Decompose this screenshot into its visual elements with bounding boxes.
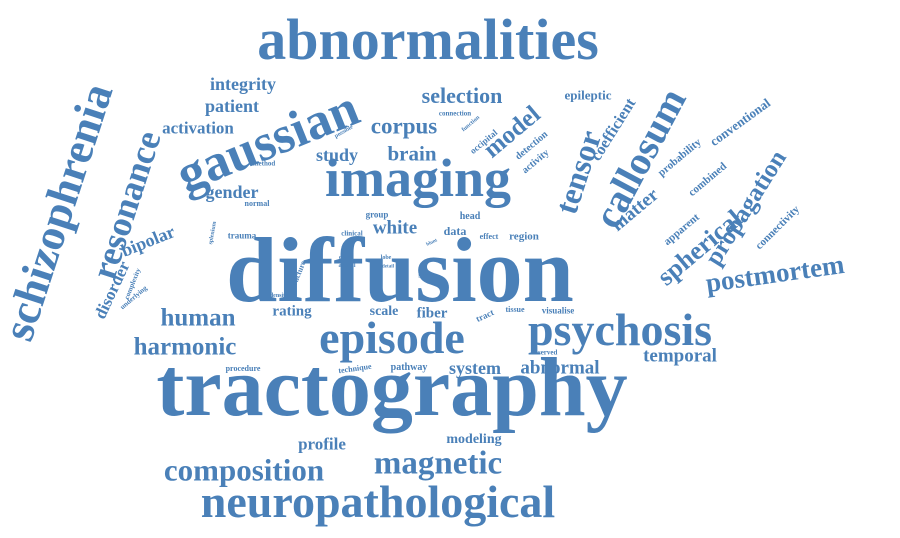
- word-imaging: imaging: [324, 148, 512, 208]
- word-head: head: [459, 211, 481, 222]
- word-composition: composition: [163, 452, 325, 488]
- word-integrity: integrity: [210, 74, 276, 94]
- word-trauma: trauma: [227, 230, 257, 241]
- word-profile: profile: [298, 434, 346, 454]
- word-effect: effect: [479, 232, 499, 241]
- word-group: group: [365, 209, 389, 220]
- word-visualise: visualise: [541, 305, 575, 316]
- word-temporal: temporal: [643, 345, 717, 367]
- word-corpus: corpus: [370, 113, 438, 139]
- word-episode: episode: [319, 312, 465, 363]
- word-tissue: tissue: [505, 305, 525, 314]
- word-scale: scale: [369, 304, 399, 319]
- word-combined: combined: [686, 160, 730, 199]
- word-rating: rating: [272, 303, 312, 320]
- word-splenium: splenium: [208, 220, 218, 246]
- word-region: region: [509, 230, 539, 243]
- word-clinical: clinical: [341, 229, 363, 238]
- word-connection: connection: [438, 109, 472, 118]
- word-function: function: [460, 114, 482, 134]
- word-pathway: pathway: [390, 362, 428, 373]
- word-human: human: [160, 304, 236, 332]
- word-white: white: [372, 217, 418, 239]
- word-density: density: [269, 293, 289, 299]
- word-system: system: [449, 358, 501, 378]
- word-conventional: conventional: [706, 95, 774, 149]
- word-procedure: procedure: [225, 364, 261, 373]
- word-abnormal: abnormal: [520, 357, 600, 379]
- word-abnormalities: abnormalities: [257, 7, 599, 72]
- word-axonal: axonal: [338, 263, 356, 269]
- word-fiber: fiber: [416, 305, 448, 322]
- word-patient: patient: [205, 96, 259, 116]
- word-harmonic: harmonic: [133, 333, 237, 361]
- word-psychosis: psychosis: [527, 304, 713, 355]
- word-connectivity: connectivity: [753, 203, 802, 252]
- word-data: data: [443, 224, 467, 238]
- word-activation: activation: [162, 118, 234, 138]
- word-method: method: [252, 159, 276, 168]
- word-tractography: tractography: [156, 341, 628, 434]
- word-neuropathological: neuropathological: [200, 476, 556, 527]
- word-selection: selection: [421, 83, 503, 108]
- word-modeling: modeling: [446, 432, 502, 447]
- word-study: study: [315, 145, 359, 165]
- word-brain: brain: [387, 141, 437, 166]
- word-gender: gender: [205, 182, 259, 202]
- word-normal: normal: [244, 199, 270, 208]
- word-magnetic: magnetic: [373, 445, 503, 482]
- word-lobe: lobe: [380, 255, 392, 261]
- word-epileptic: epileptic: [564, 87, 612, 103]
- word-observed: observed: [530, 348, 558, 357]
- word-show: show: [418, 271, 434, 280]
- word-order: order: [338, 255, 354, 261]
- word-detail: detail: [382, 264, 394, 270]
- word-diffusion: diffusion: [226, 219, 574, 321]
